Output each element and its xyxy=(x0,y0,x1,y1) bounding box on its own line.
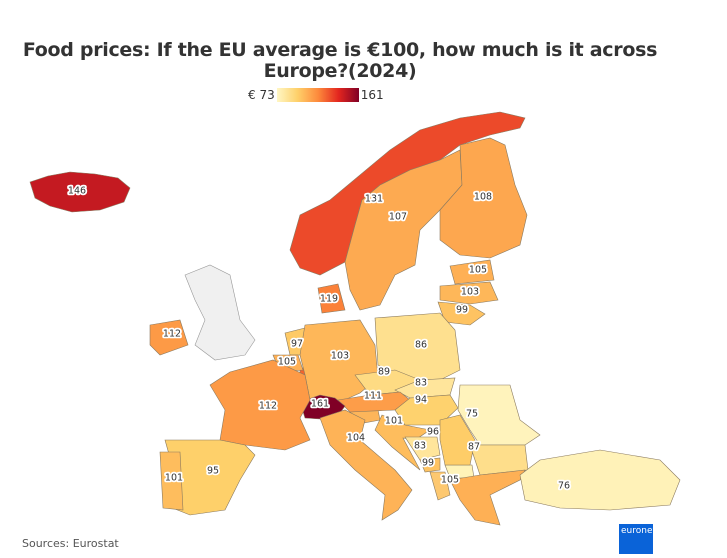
region-montenegro[interactable] xyxy=(419,457,441,473)
region-denmark[interactable] xyxy=(317,283,346,314)
value-label-hungary: 94 xyxy=(415,395,427,406)
source-note: Sources: Eurostat xyxy=(22,537,119,550)
region-france[interactable] xyxy=(209,359,311,451)
region-albania xyxy=(429,471,451,501)
value-label-austria: 111 xyxy=(364,391,382,402)
region-croatia[interactable] xyxy=(374,414,431,471)
legend-max-label: 161 xyxy=(360,88,384,102)
value-label-romania: 75 xyxy=(466,409,478,420)
map-title: Food prices: If the EU average is €100, … xyxy=(22,39,658,82)
value-label-iceland: 146 xyxy=(68,186,86,197)
value-label-denmark: 119 xyxy=(320,294,338,305)
region-turkey[interactable] xyxy=(519,449,681,511)
value-label-norway: 131 xyxy=(365,194,383,205)
region-poland[interactable] xyxy=(374,312,461,381)
logo-text: euronews. xyxy=(621,526,668,536)
euronews-logo: euronews. xyxy=(619,524,667,554)
value-label-slovakia: 83 xyxy=(415,378,427,389)
region-portugal[interactable] xyxy=(159,451,184,511)
value-label-france: 112 xyxy=(259,401,277,412)
region-united-kingdom xyxy=(184,264,256,361)
region-germany[interactable] xyxy=(299,319,379,403)
legend-gradient-bar xyxy=(276,88,359,102)
value-label-spain: 95 xyxy=(207,466,219,477)
value-label-finland: 108 xyxy=(474,192,492,203)
region-serbia[interactable] xyxy=(439,414,476,466)
value-label-montenegro: 99 xyxy=(422,458,434,469)
region-slovakia[interactable] xyxy=(394,377,456,399)
region-latvia[interactable] xyxy=(439,281,499,305)
value-label-turkey: 76 xyxy=(558,481,570,492)
value-label-greece: 105 xyxy=(441,475,459,486)
region-ireland[interactable] xyxy=(149,319,189,356)
region-iceland[interactable] xyxy=(29,171,131,213)
value-label-estonia: 105 xyxy=(469,265,487,276)
value-label-croatia: 101 xyxy=(385,416,403,427)
region-estonia[interactable] xyxy=(449,259,495,285)
value-label-italy: 104 xyxy=(347,433,365,444)
region-finland[interactable] xyxy=(439,137,528,259)
legend-min-label: € 73 xyxy=(248,88,275,102)
value-label-czechia: 89 xyxy=(378,367,390,378)
color-legend: € 73 161 xyxy=(248,88,384,102)
value-label-poland: 86 xyxy=(415,340,427,351)
value-label-germany: 103 xyxy=(331,351,349,362)
value-label-ireland: 112 xyxy=(163,329,181,340)
value-label-netherlands: 97 xyxy=(291,339,303,350)
value-label-sweden: 107 xyxy=(389,212,407,223)
region-greece[interactable] xyxy=(449,469,526,526)
value-label-serbia: 96 xyxy=(427,427,439,438)
region-bosnia-and-herzegovina[interactable] xyxy=(404,436,441,461)
value-label-portugal: 101 xyxy=(165,473,183,484)
value-label-lithuania: 99 xyxy=(456,305,468,316)
region-italy[interactable] xyxy=(319,409,413,521)
value-label-bosnia-and-herzegovina: 83 xyxy=(414,441,426,452)
value-label-latvia: 103 xyxy=(461,287,479,298)
value-label-bulgaria: 87 xyxy=(468,442,480,453)
value-label-belgium: 105 xyxy=(278,357,296,368)
value-label-switzerland: 161 xyxy=(311,399,329,410)
